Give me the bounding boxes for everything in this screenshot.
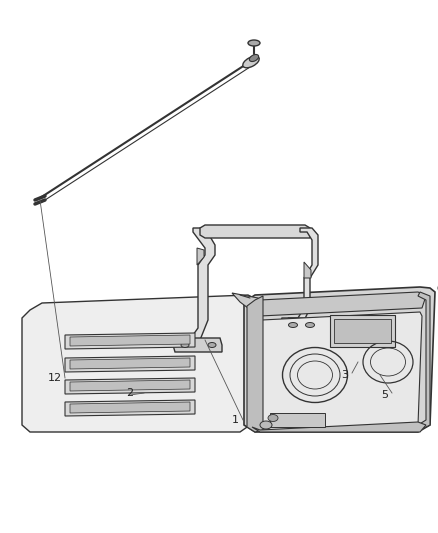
Bar	[334, 319, 391, 343]
Polygon shape	[70, 358, 190, 369]
Polygon shape	[70, 335, 190, 346]
Polygon shape	[418, 292, 430, 430]
Polygon shape	[254, 312, 422, 430]
Polygon shape	[304, 262, 311, 278]
Polygon shape	[252, 422, 426, 432]
Polygon shape	[70, 380, 190, 391]
Polygon shape	[247, 296, 263, 432]
Text: 2: 2	[127, 388, 134, 398]
Polygon shape	[197, 248, 204, 265]
Polygon shape	[232, 293, 260, 308]
Ellipse shape	[260, 421, 272, 429]
Ellipse shape	[305, 322, 314, 327]
Ellipse shape	[356, 351, 364, 365]
Polygon shape	[180, 228, 215, 345]
Polygon shape	[288, 228, 318, 325]
Polygon shape	[244, 287, 435, 432]
Polygon shape	[65, 356, 195, 372]
Polygon shape	[65, 378, 195, 394]
Ellipse shape	[249, 54, 258, 61]
Text: 1: 1	[232, 415, 239, 425]
Ellipse shape	[243, 56, 259, 68]
Ellipse shape	[248, 40, 260, 46]
Bar	[270, 413, 325, 427]
Text: 3: 3	[342, 370, 349, 380]
Ellipse shape	[208, 343, 216, 348]
Ellipse shape	[289, 322, 297, 327]
Polygon shape	[200, 225, 310, 238]
Ellipse shape	[181, 343, 189, 348]
Polygon shape	[65, 333, 195, 349]
Text: 12: 12	[48, 373, 62, 383]
Polygon shape	[70, 402, 190, 413]
Ellipse shape	[268, 415, 278, 422]
Text: 5: 5	[381, 390, 389, 400]
Polygon shape	[280, 318, 320, 333]
Polygon shape	[173, 338, 222, 352]
Polygon shape	[252, 292, 426, 316]
Bar	[330, 315, 395, 347]
Polygon shape	[22, 295, 258, 432]
Polygon shape	[65, 400, 195, 416]
